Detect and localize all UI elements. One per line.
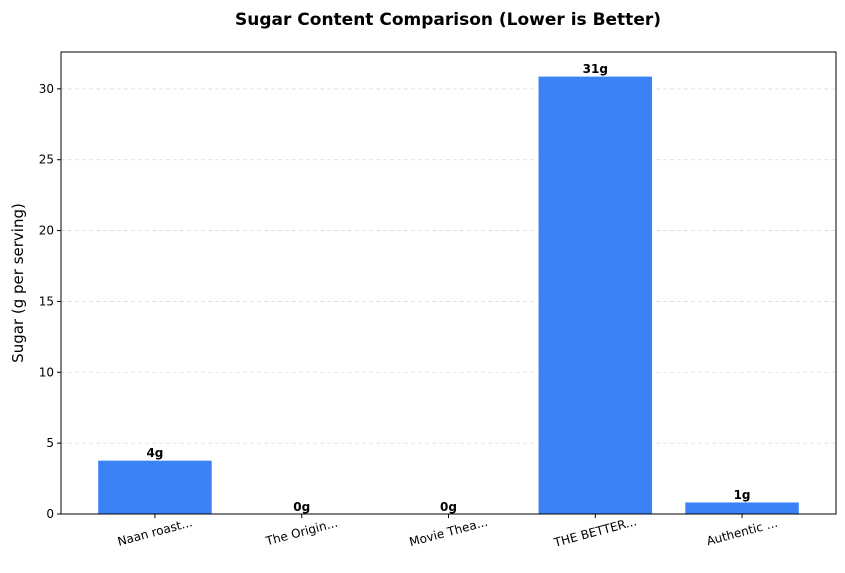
y-tick-label: 20 <box>39 224 54 238</box>
y-tick-label: 5 <box>46 436 54 450</box>
data-label: 0g <box>440 500 457 514</box>
y-tick-label: 25 <box>39 153 54 167</box>
data-label: 1g <box>734 488 751 502</box>
y-tick-label: 15 <box>39 294 54 308</box>
y-axis-label: Sugar (g per serving) <box>9 203 27 363</box>
y-tick-label: 10 <box>39 365 54 379</box>
x-tick-label: THE BETTER... <box>551 514 638 550</box>
x-tick-label: The Origin... <box>263 516 339 549</box>
x-tick-label: Naan roast... <box>116 515 194 548</box>
chart-title: Sugar Content Comparison (Lower is Bette… <box>235 10 661 30</box>
data-label: 0g <box>293 500 310 514</box>
y-tick-label: 0 <box>46 507 54 521</box>
bar <box>537 75 654 515</box>
bar <box>97 459 213 515</box>
plot-frame <box>60 51 837 515</box>
bar <box>684 501 800 515</box>
x-tick-label: Movie Thea... <box>408 515 489 549</box>
y-tick-label: 30 <box>39 82 54 96</box>
data-label: 31g <box>583 62 608 76</box>
x-tick-label: Authentic ... <box>705 516 779 548</box>
data-label: 4g <box>146 446 163 460</box>
